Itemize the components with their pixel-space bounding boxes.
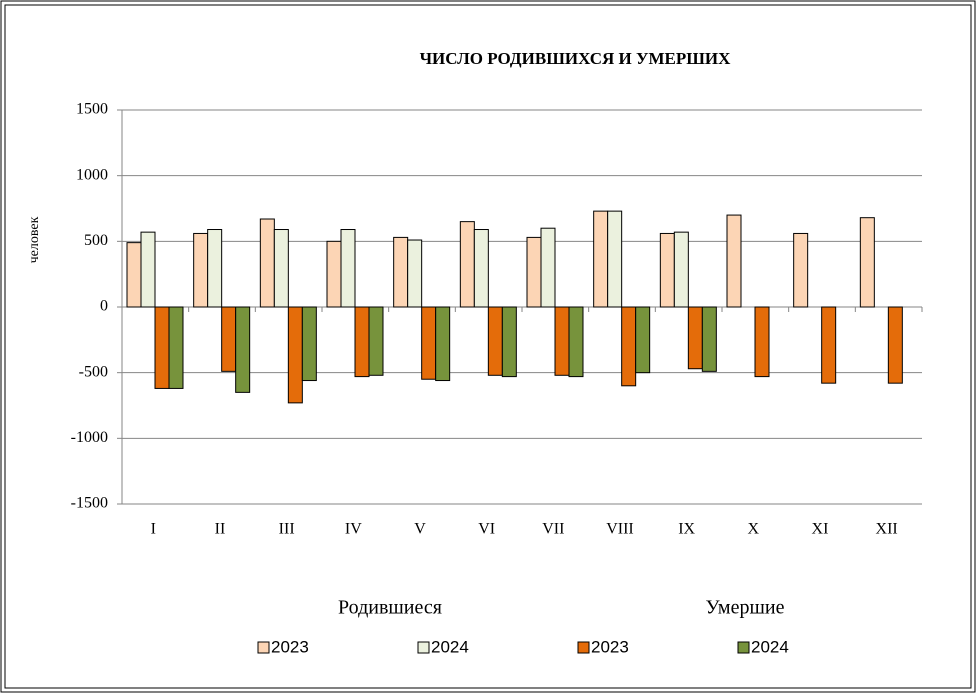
y-tick-label: -500 [79,363,108,380]
x-tick-label: I [151,521,156,538]
bar [726,214,742,308]
bar [673,231,689,308]
bar [859,217,875,308]
bar [235,306,251,393]
bar [154,306,170,389]
bar [621,306,637,387]
bar [526,236,542,308]
legend-group-title: Родившиеся [338,597,442,619]
x-tick-label: VII [542,521,564,538]
y-tick-label: 500 [84,232,108,249]
bar [701,306,717,372]
bar [659,232,675,308]
bar [326,240,342,308]
legend-label: 2023 [271,637,309,656]
bar [273,229,289,308]
bar [259,218,275,308]
legend-label: 2023 [591,637,629,656]
y-axis-label: человек [27,216,42,263]
bar [301,306,317,382]
y-tick-label: 1500 [76,101,108,118]
bar [554,306,570,376]
x-tick-label: VI [478,521,495,538]
legend-swatch [737,641,750,654]
x-tick-label: V [414,521,426,538]
x-tick-label: II [215,521,226,538]
bar [393,236,409,308]
inner-border [4,4,972,689]
y-tick-label: -1500 [71,495,108,512]
legend-label: 2024 [431,637,469,656]
bar [568,306,584,378]
bar [793,232,809,308]
bar [473,229,489,308]
bar [821,306,837,384]
bar [540,227,556,308]
bar [340,229,356,308]
bar [754,306,770,378]
legend-swatch [257,641,270,654]
bar [687,306,703,370]
x-tick-label: VIII [606,521,634,538]
bar [421,306,437,380]
bar [593,210,609,308]
bar [459,221,475,308]
bar [887,306,903,384]
y-tick-label: 1000 [76,166,108,183]
legend-group-title: Умершие [706,597,785,619]
x-tick-label: IX [678,521,695,538]
x-tick-label: XII [876,521,898,538]
y-tick-label: 0 [100,298,108,315]
bar [193,232,209,308]
bar [501,306,517,378]
bar [168,306,184,389]
legend-swatch [417,641,430,654]
y-tick-label: -1000 [71,429,108,446]
bar [407,239,423,308]
bar [221,306,237,372]
bar [435,306,451,382]
x-tick-label: III [279,521,295,538]
bar [368,306,384,376]
legend-swatch [577,641,590,654]
bar [126,242,142,308]
bar [207,229,223,308]
chart-title: ЧИСЛО РОДИВШИХСЯ И УМЕРШИХ [420,49,732,68]
bar [287,306,303,404]
x-tick-label: XI [812,521,829,538]
bar [635,306,651,374]
bar [354,306,370,378]
bar [487,306,503,376]
bar [607,210,623,308]
x-tick-label: X [748,521,760,538]
legend-label: 2024 [751,637,789,656]
bar [140,231,156,308]
x-tick-label: IV [345,521,362,538]
